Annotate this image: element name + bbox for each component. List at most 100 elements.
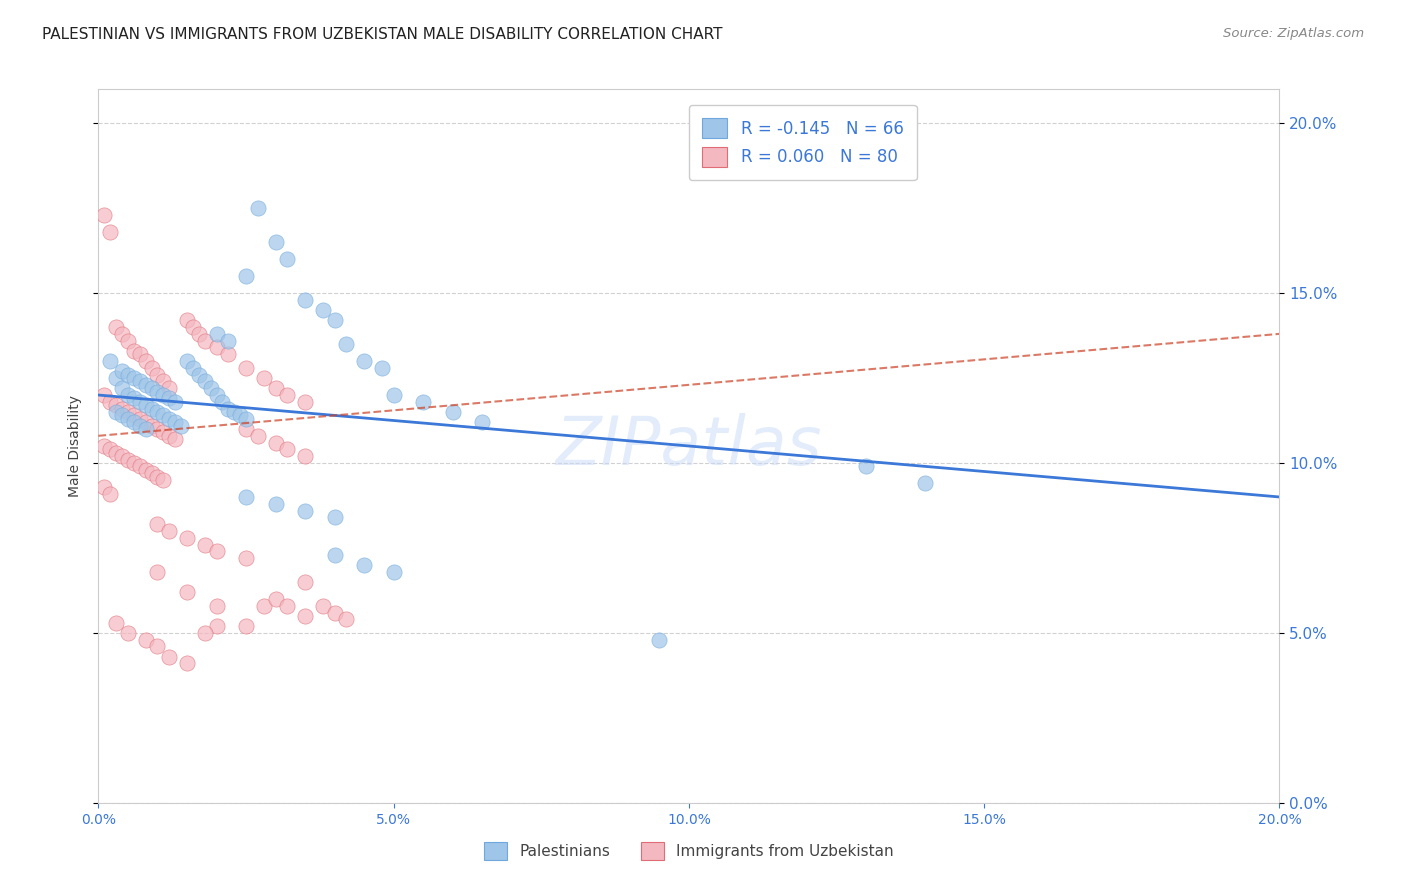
Point (335, 337, 357, 351)
Y-axis label: Male Disability: Male Disability (69, 395, 83, 497)
Point (914, 476, 936, 491)
Point (122, 343, 145, 358)
Point (323, 606, 346, 620)
Point (353, 558, 375, 572)
Point (176, 354, 198, 368)
Point (146, 384, 169, 399)
Point (224, 405, 246, 419)
Point (117, 334, 139, 348)
Point (176, 657, 198, 671)
Point (135, 632, 157, 647)
Point (648, 632, 671, 647)
Point (111, 381, 134, 395)
Point (165, 432, 187, 446)
Point (235, 490, 257, 504)
Point (128, 412, 150, 426)
Point (146, 469, 169, 483)
Point (176, 585, 198, 599)
Point (205, 388, 228, 402)
Point (152, 409, 174, 423)
Point (98, 486, 121, 500)
Point (165, 415, 187, 429)
Point (294, 574, 316, 589)
Point (105, 371, 128, 385)
Point (135, 422, 157, 436)
Point (111, 401, 134, 416)
Point (157, 429, 180, 443)
Point (312, 599, 335, 613)
Text: ZIPatlas: ZIPatlas (555, 413, 823, 479)
Point (205, 544, 228, 558)
Point (157, 649, 180, 664)
Text: PALESTINIAN VS IMMIGRANTS FROM UZBEKISTAN MALE DISABILITY CORRELATION CHART: PALESTINIAN VS IMMIGRANTS FROM UZBEKISTA… (42, 27, 723, 42)
Point (170, 418, 193, 433)
Text: Source: ZipAtlas.com: Source: ZipAtlas.com (1223, 27, 1364, 40)
Point (122, 371, 145, 385)
Point (157, 392, 180, 406)
Point (117, 368, 139, 382)
Point (117, 452, 139, 467)
Point (312, 303, 335, 318)
Point (152, 425, 174, 440)
Point (246, 201, 269, 215)
Point (128, 347, 150, 361)
Point (152, 473, 174, 487)
Point (200, 381, 222, 395)
Point (335, 612, 357, 626)
Point (111, 409, 134, 423)
Point (323, 510, 346, 524)
Point (146, 368, 169, 382)
Point (128, 375, 150, 389)
Point (323, 313, 346, 327)
Point (146, 517, 169, 532)
Point (105, 320, 128, 334)
Point (93, 480, 115, 494)
Point (253, 599, 276, 613)
Point (264, 497, 287, 511)
Point (246, 429, 269, 443)
Point (157, 524, 180, 538)
Point (276, 388, 298, 402)
Point (105, 405, 128, 419)
Point (98, 442, 121, 457)
Point (122, 415, 145, 429)
Point (235, 360, 257, 375)
Point (128, 394, 150, 409)
Point (371, 360, 394, 375)
Point (294, 394, 316, 409)
Point (294, 608, 316, 623)
Point (117, 626, 139, 640)
Point (117, 412, 139, 426)
Point (353, 354, 375, 368)
Point (157, 412, 180, 426)
Point (181, 320, 204, 334)
Point (157, 381, 180, 395)
Point (152, 388, 174, 402)
Point (105, 615, 128, 630)
Point (135, 377, 157, 392)
Point (205, 326, 228, 341)
Point (135, 354, 157, 368)
Point (122, 392, 145, 406)
Point (187, 368, 209, 382)
Point (276, 442, 298, 457)
Point (105, 398, 128, 412)
Point (235, 619, 257, 633)
Point (135, 463, 157, 477)
Point (146, 640, 169, 654)
Point (229, 409, 252, 423)
Point (141, 401, 163, 416)
Point (98, 394, 121, 409)
Point (194, 334, 217, 348)
Point (217, 334, 239, 348)
Point (276, 252, 298, 266)
Point (181, 360, 204, 375)
Point (98, 354, 121, 368)
Point (111, 326, 134, 341)
Point (205, 619, 228, 633)
Point (122, 409, 145, 423)
Point (165, 394, 187, 409)
Point (93, 208, 115, 222)
Point (117, 388, 139, 402)
Point (205, 599, 228, 613)
